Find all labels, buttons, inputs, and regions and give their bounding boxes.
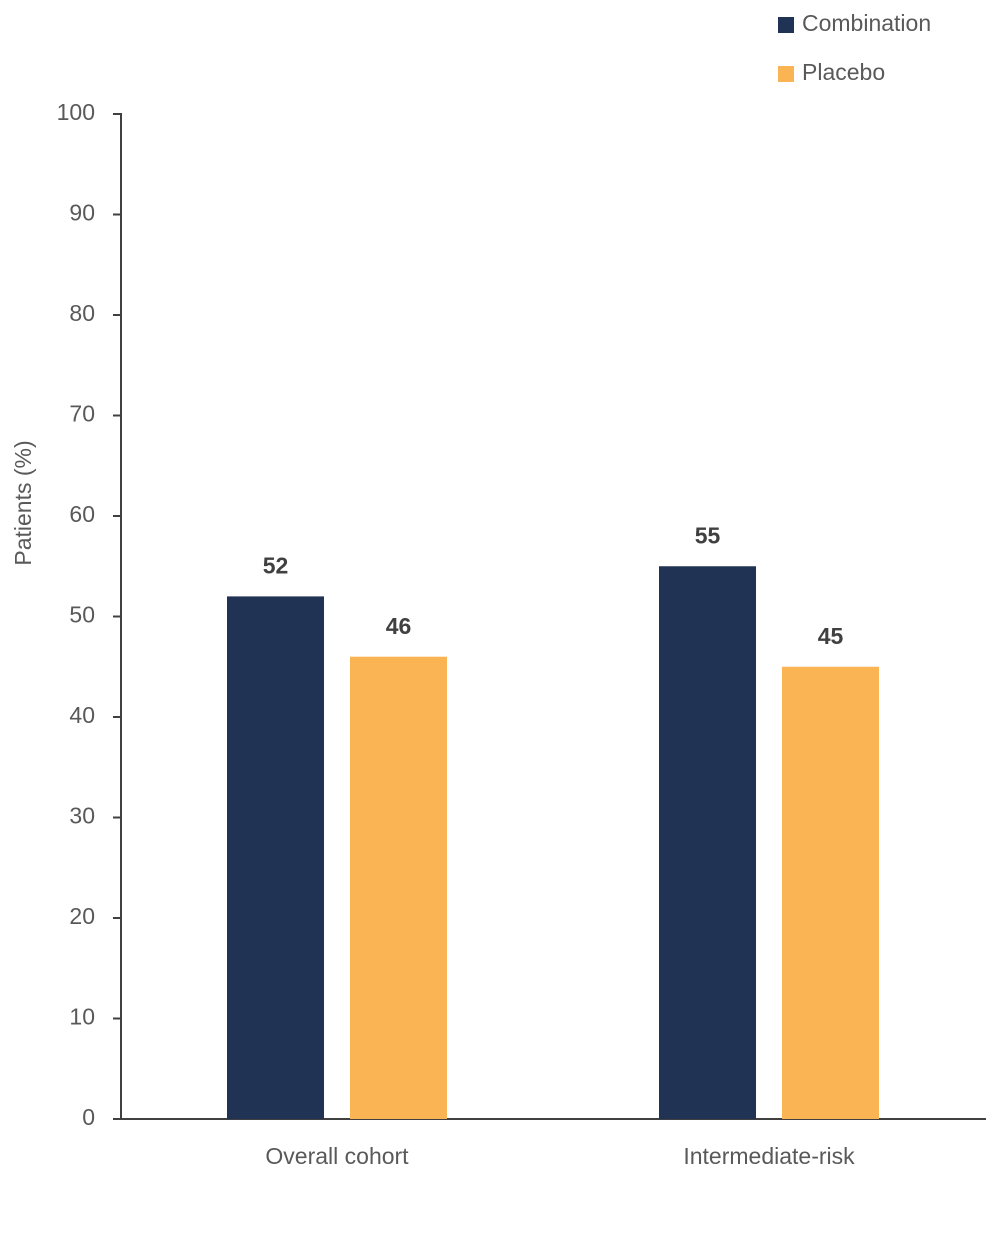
- y-tick-label: 70: [69, 401, 95, 427]
- y-tick-label: 90: [69, 200, 95, 226]
- x-tick-label: Overall cohort: [265, 1143, 409, 1169]
- value-label: 46: [386, 613, 412, 639]
- value-label: 55: [695, 522, 721, 548]
- y-tick-label: 80: [69, 300, 95, 326]
- legend-swatch: [778, 17, 794, 33]
- y-tick-label: 60: [69, 501, 95, 527]
- y-axis-label: Patients (%): [10, 440, 36, 565]
- y-tick-label: 10: [69, 1004, 95, 1030]
- legend-label: Combination: [802, 10, 931, 36]
- y-tick-label: 50: [69, 602, 95, 628]
- y-tick-label: 20: [69, 903, 95, 929]
- legend-swatch: [778, 66, 794, 82]
- y-tick-label: 40: [69, 702, 95, 728]
- value-label: 45: [818, 623, 844, 649]
- bar: [350, 656, 447, 1119]
- value-label: 52: [263, 552, 289, 578]
- legend-label: Placebo: [802, 59, 885, 85]
- y-tick-label: 30: [69, 803, 95, 829]
- bar: [227, 596, 324, 1119]
- x-tick-label: Intermediate-risk: [683, 1143, 855, 1169]
- bar: [782, 666, 879, 1119]
- bar: [659, 566, 756, 1119]
- y-tick-label: 100: [57, 99, 95, 125]
- y-tick-label: 0: [82, 1104, 95, 1130]
